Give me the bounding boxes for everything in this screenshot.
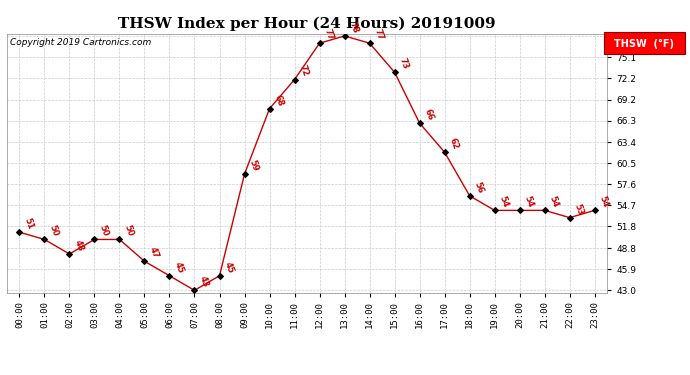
Point (564, 214, 575, 220)
Point (364, 40, 375, 46)
Text: Copyright 2019 Cartronics.com: Copyright 2019 Cartronics.com (10, 38, 151, 46)
Point (414, 120, 425, 126)
FancyBboxPatch shape (604, 33, 685, 54)
Point (439, 149, 450, 155)
Text: 73: 73 (397, 57, 410, 71)
Point (14, 229, 25, 235)
Point (39, 237, 50, 243)
Text: 47: 47 (148, 246, 160, 260)
Point (539, 207, 550, 213)
Point (139, 258, 150, 264)
Text: 56: 56 (473, 180, 485, 194)
Text: 66: 66 (422, 108, 435, 122)
Text: 54: 54 (497, 195, 510, 209)
Text: THSW  (°F): THSW (°F) (614, 39, 674, 49)
Text: 77: 77 (373, 28, 385, 42)
Point (239, 171, 250, 177)
Text: 45: 45 (222, 260, 235, 274)
Text: 68: 68 (273, 93, 285, 107)
Text: 72: 72 (297, 64, 310, 78)
Text: 50: 50 (48, 224, 60, 238)
Point (389, 69, 400, 75)
Point (289, 76, 300, 82)
Point (214, 273, 225, 279)
Point (514, 207, 525, 213)
Point (264, 106, 275, 112)
Text: 43: 43 (197, 275, 210, 289)
Point (89, 237, 100, 243)
Text: 45: 45 (172, 260, 185, 274)
Text: 77: 77 (322, 28, 335, 42)
Point (64, 251, 75, 257)
Point (314, 40, 325, 46)
Point (589, 207, 600, 213)
Text: 54: 54 (598, 195, 610, 209)
Text: 50: 50 (122, 224, 135, 238)
Point (339, 33, 350, 39)
Text: 48: 48 (72, 238, 85, 252)
Text: 54: 54 (548, 195, 560, 209)
Point (189, 287, 200, 293)
Text: 53: 53 (573, 202, 585, 216)
Text: 62: 62 (448, 136, 460, 151)
Text: 51: 51 (22, 217, 35, 231)
Point (489, 207, 500, 213)
Text: 78: 78 (348, 21, 360, 34)
Point (114, 237, 125, 243)
Point (164, 273, 175, 279)
Text: 50: 50 (97, 224, 110, 238)
Title: THSW Index per Hour (24 Hours) 20191009: THSW Index per Hour (24 Hours) 20191009 (118, 17, 496, 31)
Text: 54: 54 (522, 195, 535, 209)
Text: 59: 59 (248, 159, 260, 172)
Point (464, 193, 475, 199)
